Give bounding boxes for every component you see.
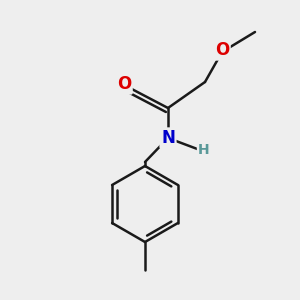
Text: O: O: [117, 75, 131, 93]
Text: H: H: [198, 143, 210, 157]
Text: N: N: [161, 129, 175, 147]
Text: O: O: [215, 41, 229, 59]
